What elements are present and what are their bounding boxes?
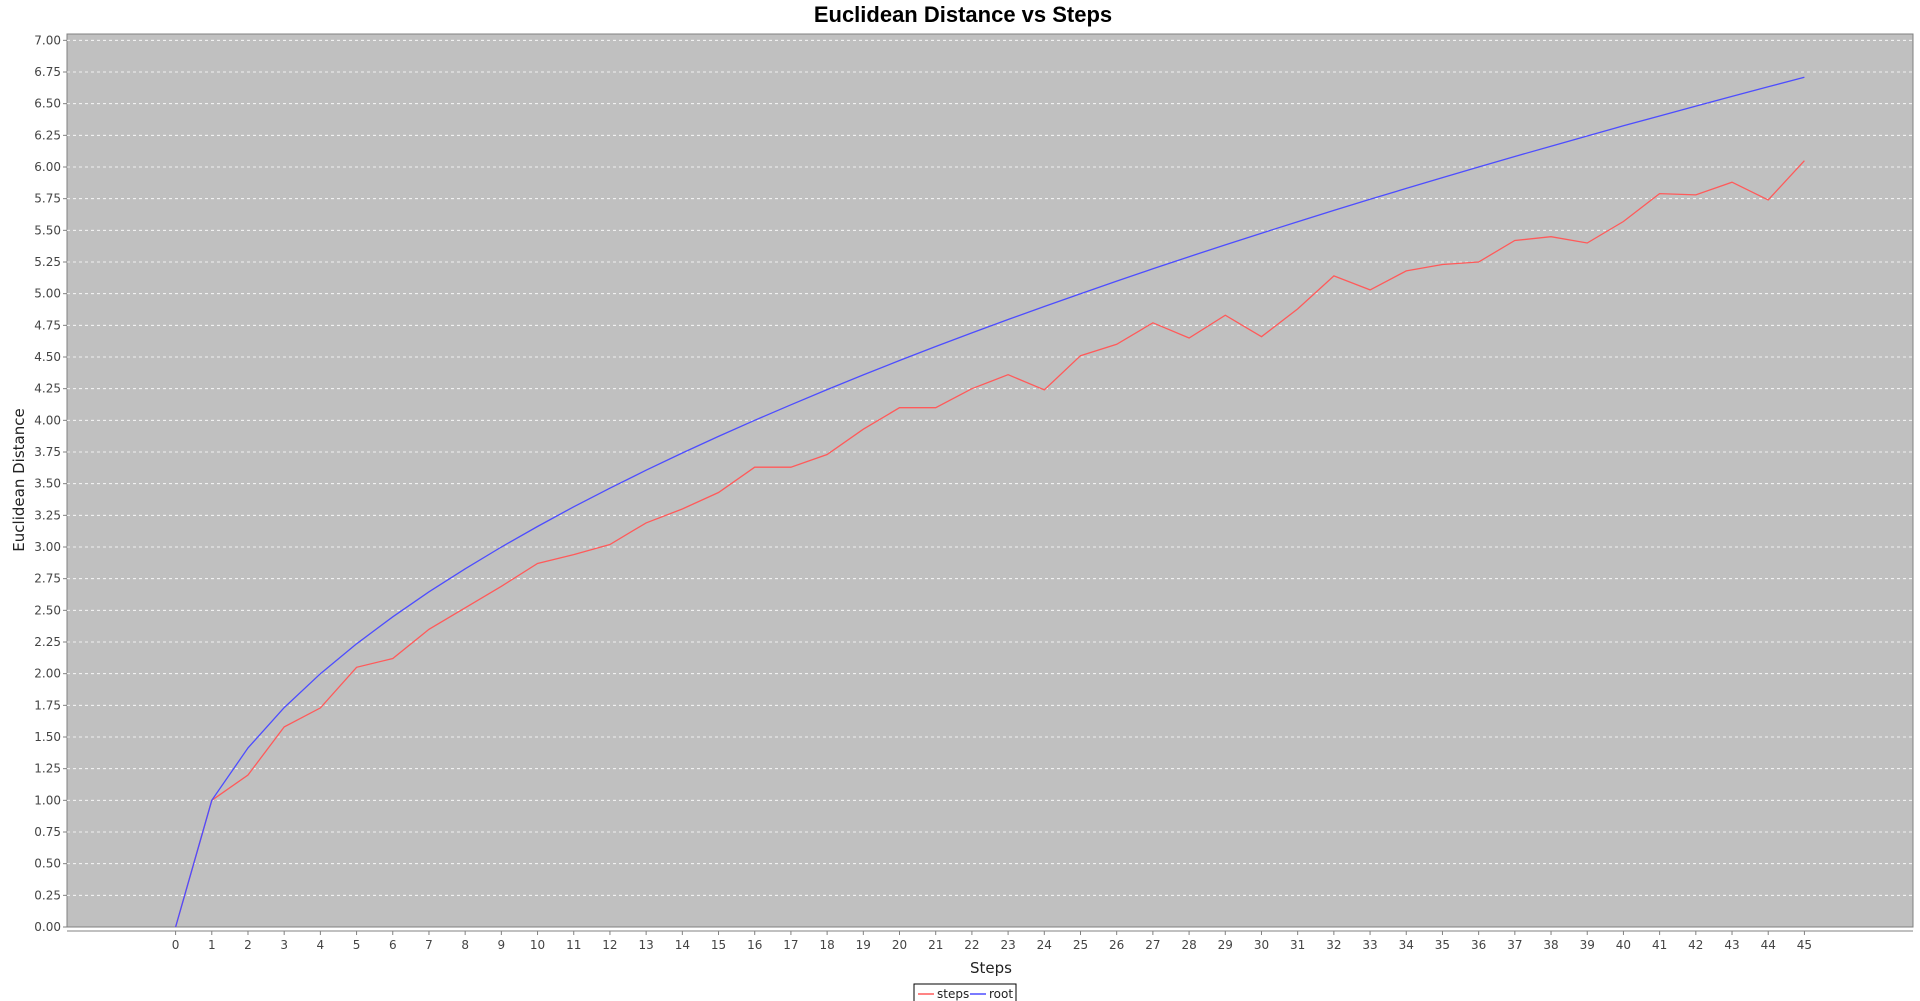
series-line-root: [174, 76, 1805, 928]
y-tick-label: 0.00: [34, 920, 61, 934]
x-tick-label: 24: [1037, 938, 1052, 952]
y-tick-label: 6.50: [34, 97, 61, 111]
series-lines: [174, 76, 1805, 928]
x-tick-label: 20: [892, 938, 907, 952]
x-tick-label: 41: [1652, 938, 1667, 952]
y-tick-label: 5.75: [34, 192, 61, 206]
x-tick-label: 22: [964, 938, 979, 952]
x-tick-label: 38: [1543, 938, 1558, 952]
x-tick-label: 6: [389, 938, 397, 952]
x-tick-label: 25: [1073, 938, 1088, 952]
x-tick-label: 9: [498, 938, 506, 952]
y-tick-label: 1.75: [34, 698, 61, 712]
x-tick-label: 3: [280, 938, 288, 952]
x-tick-label: 26: [1109, 938, 1124, 952]
x-tick-label: 1: [208, 938, 216, 952]
x-tick-label: 5: [353, 938, 361, 952]
legend: steps root: [913, 983, 1017, 1001]
x-tick-label: 35: [1435, 938, 1450, 952]
y-tick-label: 3.50: [34, 477, 61, 491]
y-tick-label: 6.25: [34, 128, 61, 142]
y-tick-label: 5.00: [34, 287, 61, 301]
plot-area: [66, 33, 1914, 928]
y-tick-label: 1.25: [34, 762, 61, 776]
y-tick-label: 6.75: [34, 65, 61, 79]
x-tick-label: 44: [1761, 938, 1776, 952]
y-tick-label: 6.00: [34, 160, 61, 174]
y-tick-label: 1.00: [34, 793, 61, 807]
x-tick-label: 21: [928, 938, 943, 952]
y-tick-label: 0.50: [34, 857, 61, 871]
x-tick-label: 31: [1290, 938, 1305, 952]
y-tick-label: 3.25: [34, 508, 61, 522]
y-tick-label: 2.75: [34, 572, 61, 586]
legend-label-steps: steps: [937, 987, 969, 1001]
y-tick-label: 1.50: [34, 730, 61, 744]
y-axis-label: Euclidean Distance: [10, 408, 28, 551]
series-line-steps: [174, 160, 1805, 928]
x-tick-label: 28: [1181, 938, 1196, 952]
chart-title: Euclidean Distance vs Steps: [814, 2, 1112, 27]
x-tick-label: 7: [425, 938, 433, 952]
x-tick-label: 43: [1724, 938, 1739, 952]
y-tick-label: 4.75: [34, 318, 61, 332]
x-tick-label: 10: [530, 938, 545, 952]
x-tick-label: 23: [1000, 938, 1015, 952]
x-tick-label: 19: [856, 938, 871, 952]
y-tick-label: 5.25: [34, 255, 61, 269]
y-tick-label: 4.25: [34, 382, 61, 396]
x-tick-label: 12: [602, 938, 617, 952]
y-tick-label: 7.00: [34, 33, 61, 47]
x-tick-label: 34: [1399, 938, 1414, 952]
y-tick-label: 5.50: [34, 223, 61, 237]
legend-box: [913, 983, 1017, 1001]
x-tick-label: 42: [1688, 938, 1703, 952]
x-tick-label: 4: [317, 938, 325, 952]
x-tick-label: 18: [819, 938, 834, 952]
x-tick-label: 40: [1616, 938, 1631, 952]
x-tick-label: 32: [1326, 938, 1341, 952]
x-tick-label: 27: [1145, 938, 1160, 952]
x-tick-label: 39: [1580, 938, 1595, 952]
x-tick-label: 15: [711, 938, 726, 952]
x-tick-label: 36: [1471, 938, 1486, 952]
x-tick-label: 17: [783, 938, 798, 952]
axes: 0.00 0.25 0.50 0.75 1.00 1.25 1.50 1.75 2.00 2.25…: [34, 33, 1913, 952]
x-tick-label: 14: [675, 938, 690, 952]
y-tick-label: 2.50: [34, 603, 61, 617]
y-tick-label: 4.50: [34, 350, 61, 364]
x-tick-label: 37: [1507, 938, 1522, 952]
x-tick-label: 33: [1362, 938, 1377, 952]
x-tick-label: 45: [1797, 938, 1812, 952]
y-tick-label: 2.25: [34, 635, 61, 649]
y-tick-label: 0.25: [34, 888, 61, 902]
x-tick-label: 29: [1218, 938, 1233, 952]
x-tick-label: 8: [461, 938, 469, 952]
x-tick-label: 16: [747, 938, 762, 952]
y-tick-label: 4.00: [34, 413, 61, 427]
y-tick-label: 3.00: [34, 540, 61, 554]
x-tick-label: 2: [244, 938, 252, 952]
x-tick-label: 13: [638, 938, 653, 952]
y-tick-label: 2.00: [34, 667, 61, 681]
x-tick-label: 11: [566, 938, 581, 952]
y-tick-label: 0.75: [34, 825, 61, 839]
legend-label-root: root: [989, 987, 1013, 1001]
grid-lines: [67, 39, 1913, 896]
x-axis-label: Steps: [970, 959, 1012, 977]
x-tick-label: 30: [1254, 938, 1269, 952]
x-tick-label: 0: [172, 938, 180, 952]
y-tick-label: 3.75: [34, 445, 61, 459]
